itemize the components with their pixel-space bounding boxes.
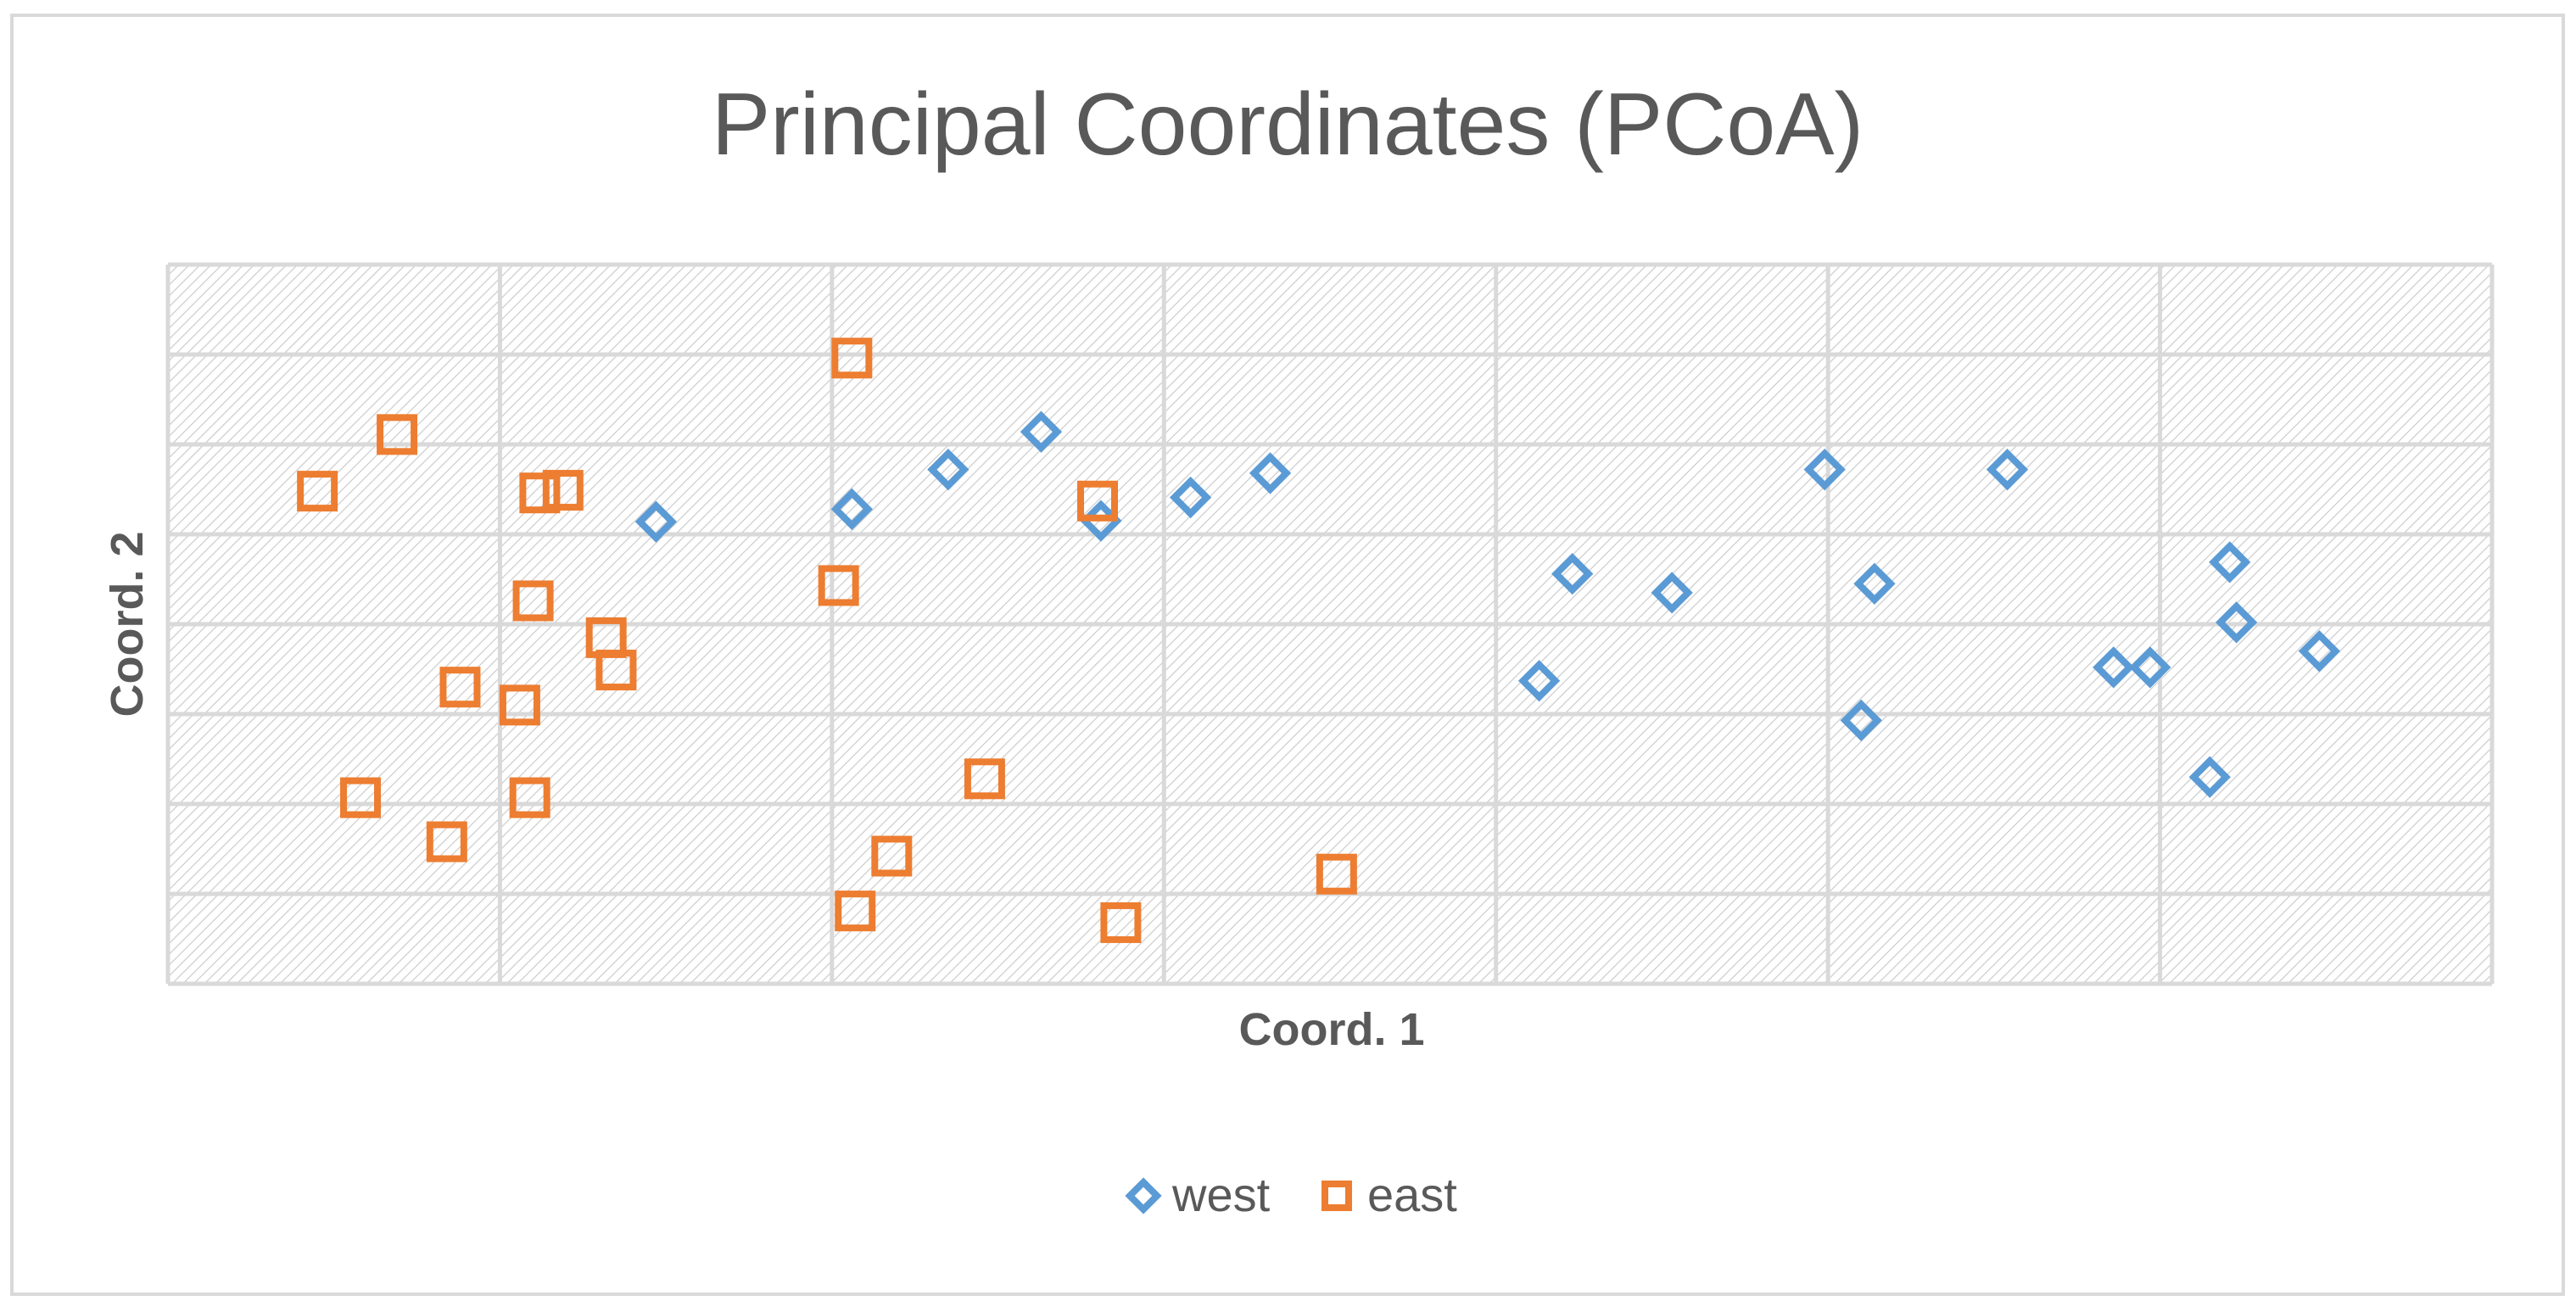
- west-point: [2209, 541, 2251, 583]
- east-point: [831, 338, 873, 379]
- legend-west-label: west: [1171, 1168, 1271, 1221]
- east-point: [509, 777, 550, 818]
- west-point: [927, 449, 969, 491]
- data-points: [297, 338, 2341, 943]
- east-point: [439, 667, 481, 708]
- east-point: [1100, 902, 1142, 943]
- west-point: [1551, 552, 1594, 595]
- west-point: [634, 500, 678, 543]
- east-point: [835, 890, 876, 932]
- east-point: [499, 684, 540, 726]
- west-point: [2298, 630, 2341, 673]
- east-point: [340, 777, 382, 818]
- west-point: [2188, 756, 2231, 798]
- west-point: [1986, 449, 2029, 491]
- east-point: [595, 650, 637, 691]
- west-point: [1651, 572, 1693, 614]
- east-point: [297, 471, 338, 512]
- east-point: [871, 835, 913, 877]
- east-point: [542, 470, 584, 511]
- east-point: [1077, 480, 1118, 522]
- west-point: [2215, 601, 2258, 644]
- legend-east-label: east: [1367, 1168, 1457, 1221]
- y-axis-label: Coord. 2: [102, 531, 153, 717]
- east-point: [512, 580, 554, 622]
- west-point: [2129, 646, 2171, 689]
- legend-west-marker: [1125, 1177, 1162, 1214]
- east-point: [519, 472, 561, 514]
- legend: west east: [1125, 1168, 1457, 1221]
- chart-title: Principal Coordinates (PCoA): [712, 75, 1864, 174]
- legend-east-marker: [1322, 1181, 1352, 1211]
- west-point: [1249, 452, 1292, 494]
- east-point: [1316, 853, 1357, 895]
- east-point: [426, 821, 467, 863]
- west-point: [830, 488, 873, 530]
- east-point: [964, 758, 1005, 800]
- x-axis-label: Coord. 1: [1238, 1004, 1424, 1055]
- west-point: [1169, 476, 1212, 519]
- west-point: [2093, 646, 2135, 689]
- west-point: [1020, 410, 1063, 453]
- east-point: [818, 565, 859, 606]
- east-point: [377, 414, 418, 455]
- gridlines: [165, 262, 2495, 986]
- west-point: [1853, 562, 1896, 605]
- west-point: [1517, 660, 1561, 702]
- west-point: [1803, 449, 1846, 491]
- west-point: [1840, 699, 1882, 742]
